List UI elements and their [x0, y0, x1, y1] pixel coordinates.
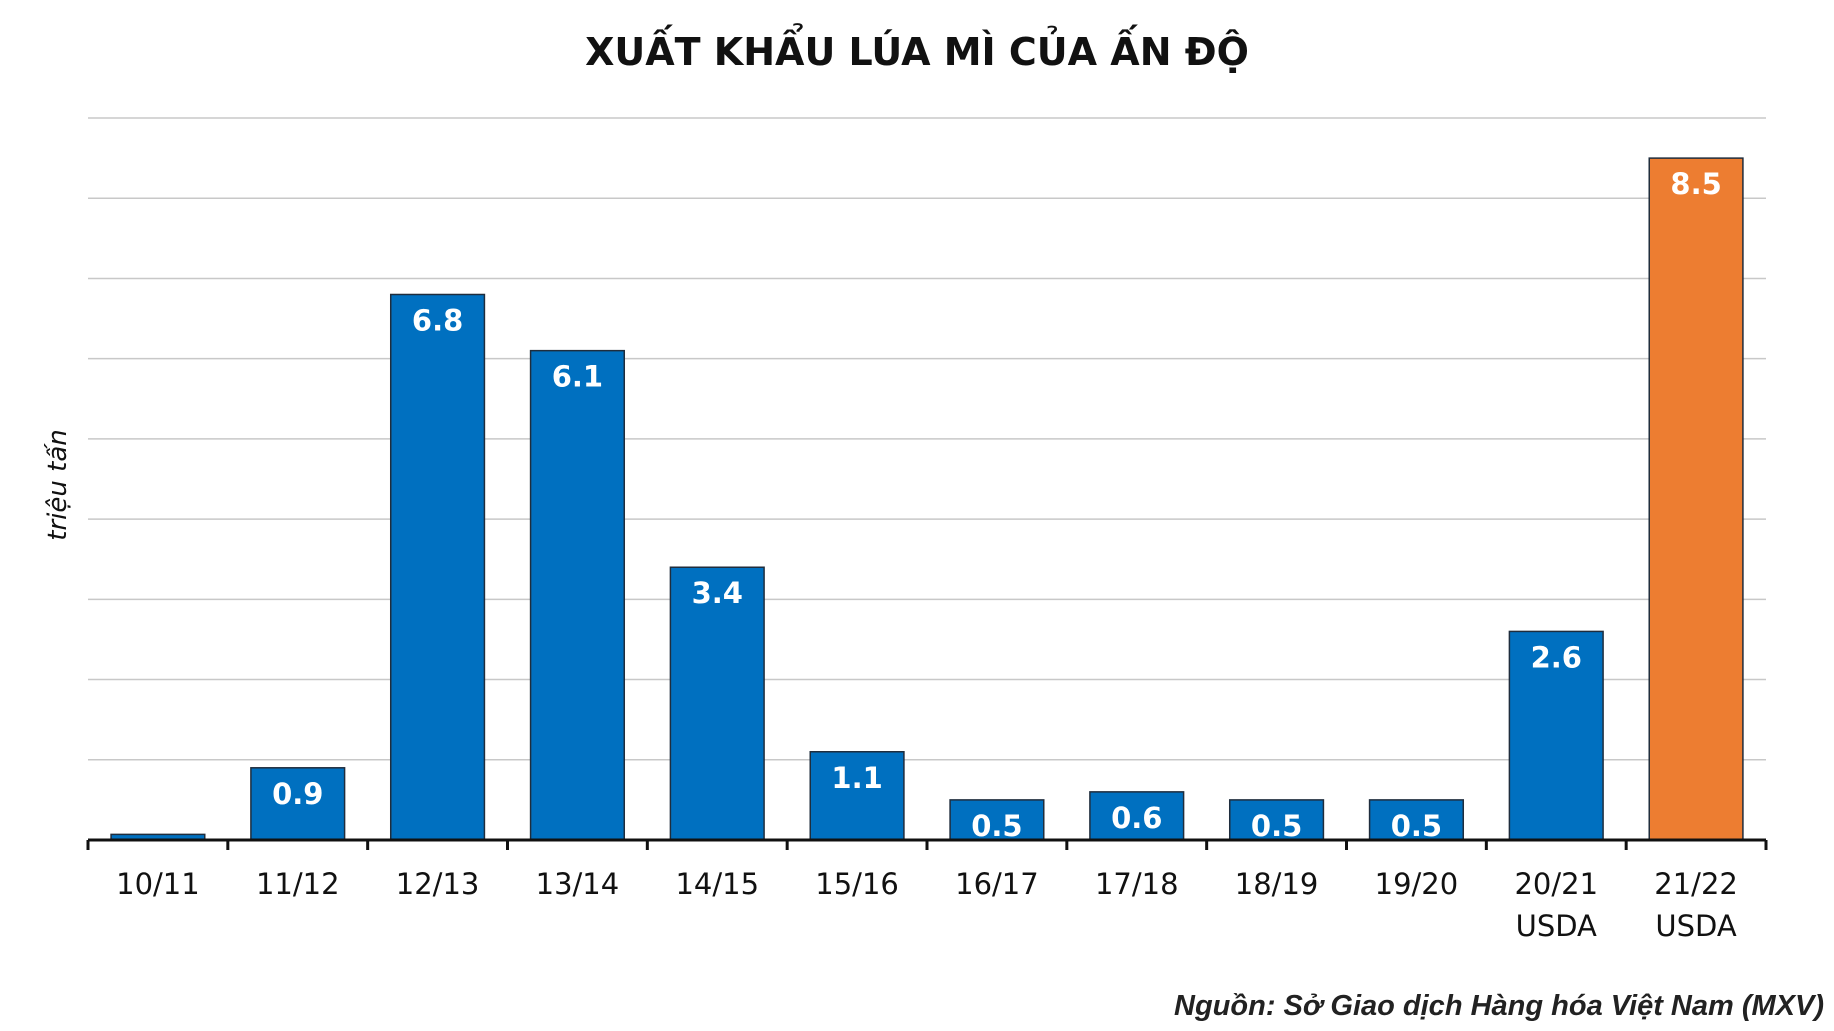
x-tick-label: 18/19	[1235, 867, 1319, 901]
x-tick-label: 16/17	[955, 867, 1039, 901]
bar-21-22-USDA	[1648, 157, 1744, 841]
x-tick-label: 15/16	[815, 867, 899, 901]
x-tick-label: 19/20	[1375, 867, 1459, 901]
data-label: 0.5	[1391, 809, 1442, 843]
data-label: 0.5	[1251, 809, 1302, 843]
data-label: 6.1	[552, 360, 603, 394]
source-note: Nguồn: Sở Giao dịch Hàng hóa Việt Nam (M…	[1174, 990, 1824, 1022]
data-label: 6.8	[412, 303, 463, 337]
bar-12-13	[389, 293, 486, 841]
bars: 0.9 6.8 6.1 3.4 1.1 0.5 0.6 0.5 0.5 2.6 8.5	[110, 157, 1744, 843]
bar-11-12	[250, 767, 346, 841]
bar-20-21-USDA	[1508, 630, 1604, 841]
x-tick-label: 10/11	[116, 867, 200, 901]
bar-15-16	[809, 751, 905, 841]
y-axis-label: triệu tấn	[43, 429, 73, 540]
x-tick-label: USDA	[1516, 909, 1597, 943]
x-tick-label: 12/13	[396, 867, 480, 901]
data-label: 3.4	[692, 576, 743, 610]
gridlines	[88, 117, 1766, 761]
bar-18-19	[1228, 799, 1325, 841]
data-label: 1.1	[831, 761, 882, 795]
x-tick-label: 17/18	[1095, 867, 1179, 901]
x-tick-label: 21/22	[1654, 867, 1738, 901]
tick-labels: 10/11 11/12 12/13 13/14 14/15 15/16 16/17 17/18…	[116, 867, 1738, 943]
data-label: 2.6	[1531, 640, 1582, 674]
bar-19-20	[1368, 799, 1465, 841]
data-label: 0.6	[1111, 801, 1162, 835]
x-tick-label: USDA	[1655, 909, 1736, 943]
x-tick-label: 13/14	[536, 867, 620, 901]
x-tick-label: 20/21	[1514, 867, 1598, 901]
bar-17-18	[1089, 791, 1185, 841]
x-axis	[86, 838, 1768, 850]
x-tick-label: 11/12	[256, 867, 340, 901]
bar-14-15	[669, 566, 765, 841]
bar-16-17	[949, 799, 1045, 841]
data-label: 8.5	[1670, 167, 1721, 201]
x-tick-label: 14/15	[675, 867, 759, 901]
bar-13-14	[529, 349, 626, 841]
chart-title: XUẤT KHẨU LÚA MÌ CỦA ẤN ĐỘ	[585, 30, 1249, 74]
data-label: 0.5	[971, 809, 1022, 843]
data-label: 0.9	[272, 777, 323, 811]
